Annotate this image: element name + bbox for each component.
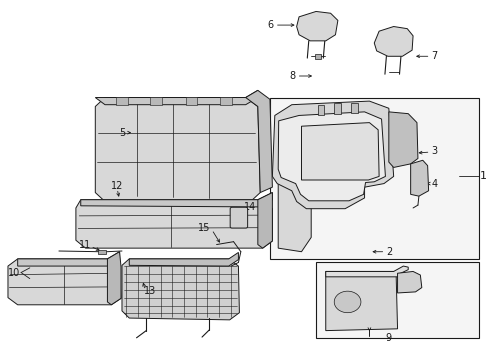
Polygon shape xyxy=(76,200,272,248)
Text: 1: 1 xyxy=(479,171,486,181)
Bar xyxy=(315,262,478,338)
Text: 15: 15 xyxy=(198,224,210,233)
Polygon shape xyxy=(296,12,337,41)
Text: 4: 4 xyxy=(430,179,437,189)
Text: 9: 9 xyxy=(385,333,391,343)
Text: 11: 11 xyxy=(79,239,91,249)
Text: 5: 5 xyxy=(119,128,125,138)
Polygon shape xyxy=(278,112,385,201)
Bar xyxy=(150,97,162,105)
Polygon shape xyxy=(95,98,260,202)
FancyBboxPatch shape xyxy=(230,207,247,228)
Bar xyxy=(269,98,478,259)
Polygon shape xyxy=(325,271,397,330)
Polygon shape xyxy=(388,112,417,167)
Circle shape xyxy=(223,98,229,103)
Polygon shape xyxy=(272,101,393,209)
Text: 7: 7 xyxy=(430,51,437,61)
Polygon shape xyxy=(257,193,272,248)
Text: 13: 13 xyxy=(144,286,156,296)
Text: 8: 8 xyxy=(289,71,295,81)
Circle shape xyxy=(153,98,159,103)
Polygon shape xyxy=(95,90,257,105)
Text: 10: 10 xyxy=(8,267,20,278)
Bar xyxy=(317,105,324,116)
Polygon shape xyxy=(410,160,427,196)
Polygon shape xyxy=(18,252,119,266)
Polygon shape xyxy=(278,112,310,252)
Circle shape xyxy=(119,98,124,103)
Text: 3: 3 xyxy=(430,146,437,156)
Polygon shape xyxy=(107,252,121,305)
Polygon shape xyxy=(129,252,238,266)
Polygon shape xyxy=(245,90,272,193)
Polygon shape xyxy=(122,259,239,320)
Polygon shape xyxy=(325,266,407,277)
Bar xyxy=(220,97,232,105)
Polygon shape xyxy=(301,123,378,180)
Text: 2: 2 xyxy=(386,247,392,257)
Polygon shape xyxy=(397,271,421,293)
Text: 12: 12 xyxy=(111,181,123,192)
Circle shape xyxy=(188,98,194,103)
Bar xyxy=(351,103,358,113)
Text: 14: 14 xyxy=(244,202,256,212)
Polygon shape xyxy=(81,193,272,207)
Bar xyxy=(314,54,320,59)
Bar xyxy=(98,249,106,254)
Polygon shape xyxy=(8,259,121,305)
Bar xyxy=(334,103,341,114)
Bar xyxy=(185,97,197,105)
Text: 6: 6 xyxy=(267,20,273,30)
Polygon shape xyxy=(373,27,412,56)
Bar xyxy=(116,97,127,105)
Ellipse shape xyxy=(334,291,360,313)
